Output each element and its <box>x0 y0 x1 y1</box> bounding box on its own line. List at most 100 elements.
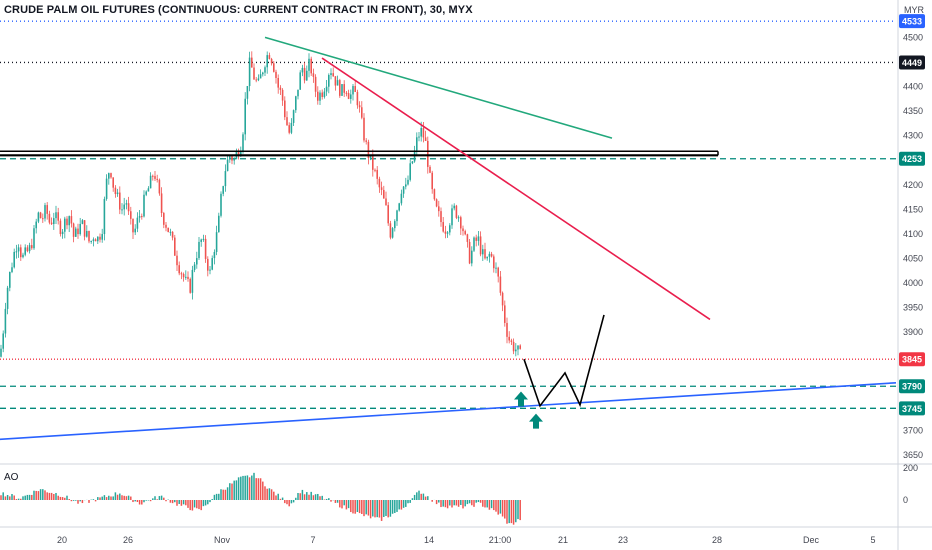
price-tag-4449[interactable] <box>899 55 925 70</box>
indicator-label: AO <box>4 472 19 483</box>
candle <box>145 190 147 197</box>
candle <box>70 210 73 228</box>
candle-body <box>299 72 301 90</box>
candle-body <box>422 128 425 138</box>
candle <box>108 172 110 185</box>
candle-body <box>112 177 114 188</box>
candle <box>345 91 348 97</box>
candle <box>270 57 273 66</box>
candle-body <box>420 128 422 137</box>
candle-body <box>86 231 88 237</box>
ao-tick-label: 200 <box>903 463 918 473</box>
plot-area[interactable] <box>0 20 932 528</box>
candle <box>134 224 136 236</box>
candle-body <box>378 178 381 188</box>
blue-trendline[interactable] <box>0 381 897 441</box>
candle-body <box>506 322 508 337</box>
candle-body <box>484 249 486 259</box>
price-tag-text: 3790 <box>902 382 922 392</box>
candle-body <box>92 239 95 241</box>
candle-body <box>202 238 205 240</box>
candle-body <box>490 253 493 257</box>
candle <box>66 216 68 230</box>
price-tick-label: 4150 <box>903 204 923 214</box>
candle <box>442 217 444 233</box>
candle <box>451 204 453 229</box>
price-tag-4253[interactable] <box>899 151 925 166</box>
candle-body <box>121 209 123 211</box>
candle <box>123 197 125 216</box>
candle-body <box>424 137 427 141</box>
candle <box>99 233 101 243</box>
candle <box>176 250 178 272</box>
candle <box>127 196 130 216</box>
candle <box>361 101 363 120</box>
candle <box>165 222 167 232</box>
candle-body <box>266 55 268 68</box>
candle-body <box>66 218 68 226</box>
price-tick-label: 4300 <box>903 131 923 141</box>
candle-body <box>33 228 35 249</box>
candle-body <box>163 213 165 225</box>
candle <box>224 164 227 192</box>
candle <box>253 63 255 80</box>
candle <box>42 213 44 223</box>
candle-body <box>288 125 290 133</box>
candle <box>343 80 345 97</box>
candle <box>411 160 414 165</box>
candle <box>200 238 202 247</box>
candle <box>235 148 238 160</box>
candle-body <box>284 100 286 118</box>
candle <box>202 234 205 242</box>
candle <box>352 83 354 101</box>
up-arrow[interactable] <box>514 391 528 407</box>
candle-body <box>64 218 66 232</box>
drawing-layer[interactable] <box>0 36 897 441</box>
teal-trendline[interactable] <box>264 36 613 139</box>
candle <box>248 51 251 92</box>
up-arrow[interactable] <box>529 413 543 429</box>
candle <box>246 86 249 105</box>
candle <box>405 177 407 190</box>
candle <box>484 242 486 260</box>
time-tick-label: 14 <box>424 535 434 545</box>
candle <box>50 217 53 225</box>
price-tick-label: 4500 <box>903 32 923 42</box>
candle <box>519 344 521 350</box>
candle-body <box>319 92 321 101</box>
projection-path[interactable] <box>523 314 605 408</box>
price-tag-4533[interactable] <box>899 14 925 29</box>
candle-body <box>15 251 18 253</box>
candle-body <box>504 305 506 323</box>
candle-body <box>70 216 73 224</box>
candle <box>6 285 9 315</box>
price-tag-3745[interactable] <box>899 401 925 416</box>
candle <box>193 262 196 273</box>
candle-body <box>200 239 202 242</box>
price-tag-3790[interactable] <box>899 379 925 394</box>
candle <box>284 96 286 121</box>
candle <box>330 68 332 80</box>
time-axis[interactable]: 20 26 Nov 7 14 21:00 21 23 28 Dec 5 <box>57 535 876 545</box>
candle-body <box>440 211 442 223</box>
candle-body <box>77 228 79 235</box>
price-tag-3845[interactable] <box>899 352 925 367</box>
candle <box>251 51 253 68</box>
red-trendline[interactable] <box>321 57 711 321</box>
candle <box>512 338 515 355</box>
candle-body <box>477 236 480 241</box>
candle-body <box>497 267 499 277</box>
candle-body <box>209 269 211 271</box>
candle <box>319 90 321 106</box>
candle <box>154 171 156 181</box>
candle <box>215 225 218 256</box>
candle <box>55 205 57 225</box>
candle-body <box>468 241 471 264</box>
price-axis[interactable]: 2000450044504400435043004250420041504100… <box>897 0 925 550</box>
candle-body <box>273 63 275 72</box>
time-tick-label: 23 <box>618 535 628 545</box>
price-tick-label: 4000 <box>903 278 923 288</box>
candle <box>132 218 134 240</box>
candle <box>275 69 277 84</box>
